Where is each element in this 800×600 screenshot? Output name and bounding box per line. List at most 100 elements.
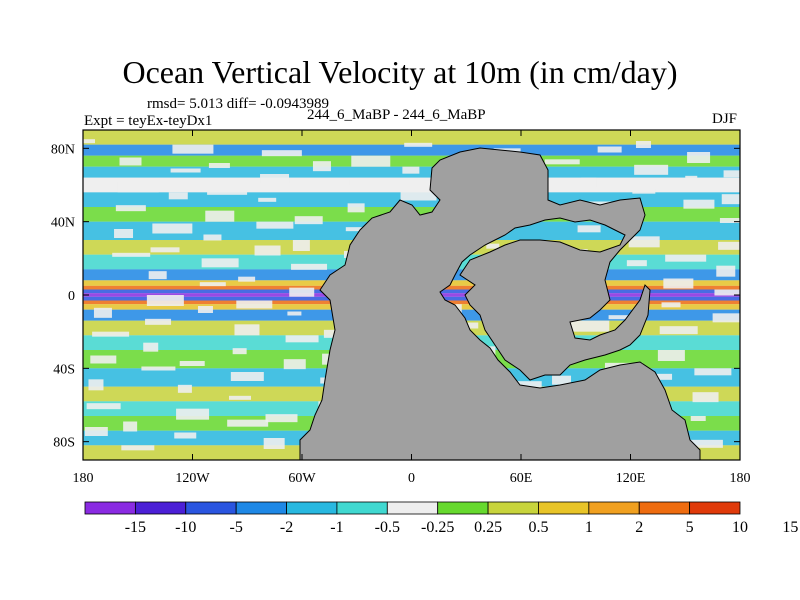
stats-text: rmsd= 5.013 diff= -0.0943989 xyxy=(147,96,330,112)
field-patch xyxy=(694,368,732,376)
field-patch xyxy=(692,392,719,403)
colorbar-label: 0.5 xyxy=(528,519,548,536)
experiment-label: Expt = teyEx-teyDx1 xyxy=(84,113,213,129)
field-patch xyxy=(150,247,180,253)
field-band xyxy=(83,177,740,193)
colorbar-swatch xyxy=(235,501,287,515)
field-patch xyxy=(208,163,230,168)
field-patch xyxy=(123,421,138,432)
field-patch xyxy=(312,161,331,172)
field-patch xyxy=(254,245,281,256)
field-patch xyxy=(141,366,176,371)
field-patch xyxy=(542,183,567,192)
field-patch xyxy=(544,159,580,165)
field-patch xyxy=(347,203,365,213)
field-patch xyxy=(119,157,142,166)
field-patch xyxy=(227,419,269,427)
field-patch xyxy=(687,152,711,163)
field-patch xyxy=(121,445,155,451)
field-patch xyxy=(93,307,112,318)
y-tick-label: 0 xyxy=(68,289,75,304)
land-masses xyxy=(299,147,701,460)
field-patch xyxy=(114,229,134,238)
x-tick-label: 120E xyxy=(616,471,646,486)
field-patch xyxy=(486,243,500,249)
field-patch xyxy=(351,155,391,167)
field-patch xyxy=(634,164,669,175)
field-patch xyxy=(685,175,698,182)
field-patch xyxy=(688,439,723,448)
field-patch xyxy=(283,359,306,370)
land-americas xyxy=(299,147,701,460)
field-patch xyxy=(635,141,651,148)
comparison-label: 244_6_MaBP - 244_6_MaBP xyxy=(307,107,486,123)
field-patch xyxy=(146,295,184,306)
x-tick-label: 0 xyxy=(408,471,415,486)
field-patch xyxy=(168,192,188,200)
colorbar-swatch xyxy=(134,501,187,515)
x-tick-label: 60W xyxy=(288,471,316,486)
field-patch xyxy=(236,300,273,309)
field-patch xyxy=(230,372,264,381)
field-patch xyxy=(205,210,235,222)
field-patch xyxy=(174,432,197,439)
field-patch xyxy=(712,313,740,323)
field-patch xyxy=(179,361,205,366)
field-patch xyxy=(203,234,222,241)
field-patch xyxy=(176,408,210,420)
field-patch xyxy=(349,179,378,186)
x-tick-label: 120W xyxy=(175,471,210,486)
field-patch xyxy=(581,177,597,187)
field-patch xyxy=(197,306,213,313)
field-patch xyxy=(663,278,694,289)
field-patch xyxy=(232,348,247,355)
field-patch xyxy=(683,199,715,209)
field-patch xyxy=(659,326,698,335)
field-patch xyxy=(570,320,610,332)
field-patch xyxy=(117,181,159,193)
field-patch xyxy=(258,197,277,202)
field-patch xyxy=(256,221,294,229)
colorbar: -15 -10 -5 -2 -1 -0.5 -0.25 0.25 0.5 1 2 5 10 15 xyxy=(84,501,798,536)
season-label: DJF xyxy=(712,111,738,127)
colorbar-swatch xyxy=(689,501,741,515)
field-patch xyxy=(170,168,201,173)
colorbar-swatch xyxy=(336,501,388,515)
colorbar-label: -5 xyxy=(229,519,242,536)
field-patch xyxy=(83,139,95,144)
colorbar-swatch xyxy=(185,501,237,515)
colorbar-label: -0.5 xyxy=(375,519,400,536)
field-patch xyxy=(597,146,622,153)
colorbar-label: -0.25 xyxy=(421,519,454,536)
field-patch xyxy=(287,311,302,316)
plot-title: Ocean Vertical Velocity at 10m (in cm/da… xyxy=(122,54,678,90)
field-patch xyxy=(234,324,260,336)
field-patch xyxy=(719,218,740,223)
colorbar-swatch xyxy=(638,501,691,515)
field-band xyxy=(83,130,740,145)
colorbar-swatch xyxy=(286,501,338,515)
field-patch xyxy=(716,265,736,277)
field-patch xyxy=(84,427,108,436)
colorbar-label: 1 xyxy=(585,519,593,536)
field-band xyxy=(83,144,740,156)
colorbar-label: 2 xyxy=(635,519,643,536)
field-patch xyxy=(92,331,130,337)
axis-ticks: 180 120W 60W 0 60E 120E 180 80N 40N 0 40S 80S xyxy=(51,130,751,486)
field-patch xyxy=(229,395,251,400)
field-patch xyxy=(723,170,740,178)
field-patch xyxy=(552,375,572,385)
field-patch xyxy=(294,216,323,225)
y-tick-label: 80N xyxy=(51,142,75,157)
colorbar-swatch xyxy=(538,501,590,515)
colorbar-swatch xyxy=(84,501,136,515)
field-patch xyxy=(86,403,121,410)
colorbar-label: 10 xyxy=(732,519,748,536)
map-area xyxy=(83,130,740,460)
x-tick-label: 60E xyxy=(510,471,533,486)
field-patch xyxy=(285,335,319,343)
field-patch xyxy=(665,254,707,262)
field-patch xyxy=(207,186,248,195)
colorbar-label: 5 xyxy=(686,519,694,536)
field-patch xyxy=(88,379,104,391)
